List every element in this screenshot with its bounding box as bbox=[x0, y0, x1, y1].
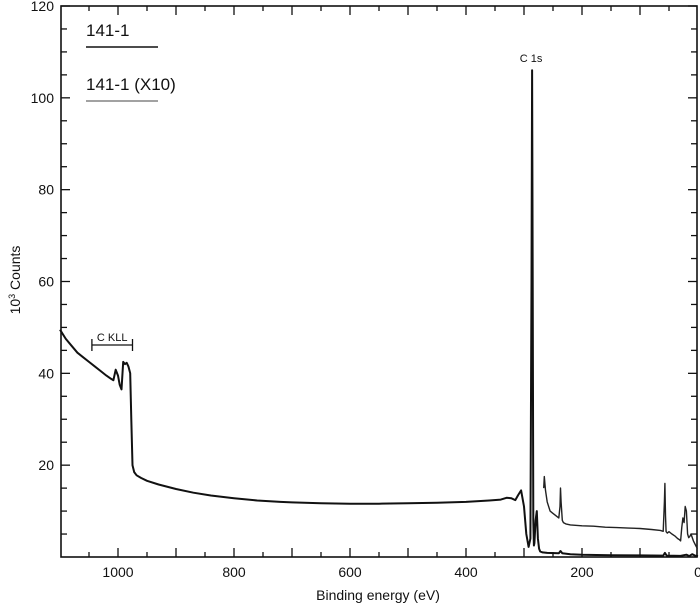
y-axis-title-unit: Counts bbox=[7, 246, 23, 294]
x-axis-ticks: 1000 800 600 400 200 0 bbox=[88, 6, 700, 580]
legend-label-series-2: 141-1 (X10) bbox=[86, 75, 176, 94]
y-axis-title-base: 10 bbox=[7, 299, 23, 315]
x-tick-label: 800 bbox=[222, 564, 246, 580]
x-tick-label: 200 bbox=[570, 564, 594, 580]
x-tick-label: 600 bbox=[338, 564, 362, 580]
legend: 141-1 141-1 (X10) bbox=[86, 21, 176, 102]
x-tick-label: 400 bbox=[454, 564, 478, 580]
annotation-ckll: C KLL bbox=[97, 332, 128, 344]
legend-label-series-1: 141-1 bbox=[86, 21, 129, 40]
y-axis-title: 103 Counts bbox=[7, 246, 23, 315]
y-tick-label: 80 bbox=[38, 182, 54, 198]
y-tick-label: 40 bbox=[38, 365, 54, 381]
series-line-2 bbox=[543, 475, 699, 550]
annotation-ckll-bracket bbox=[91, 339, 134, 351]
y-tick-label: 60 bbox=[38, 274, 54, 290]
data-series bbox=[59, 69, 699, 558]
peak-annotations: C 1s C KLL bbox=[91, 53, 543, 351]
x-tick-label: 0 bbox=[694, 564, 700, 580]
y-tick-label: 120 bbox=[31, 0, 55, 14]
y-axis-title-exponent: 3 bbox=[7, 294, 17, 299]
y-axis-ticks: 20 40 60 80 100 120 bbox=[31, 0, 697, 535]
series-line-1 bbox=[59, 69, 699, 558]
annotation-c1s: C 1s bbox=[520, 53, 543, 65]
y-tick-label: 100 bbox=[31, 90, 55, 106]
x-axis-title: Binding energy (eV) bbox=[316, 587, 440, 603]
y-tick-label: 20 bbox=[38, 457, 54, 473]
x-tick-label: 1000 bbox=[102, 564, 133, 580]
